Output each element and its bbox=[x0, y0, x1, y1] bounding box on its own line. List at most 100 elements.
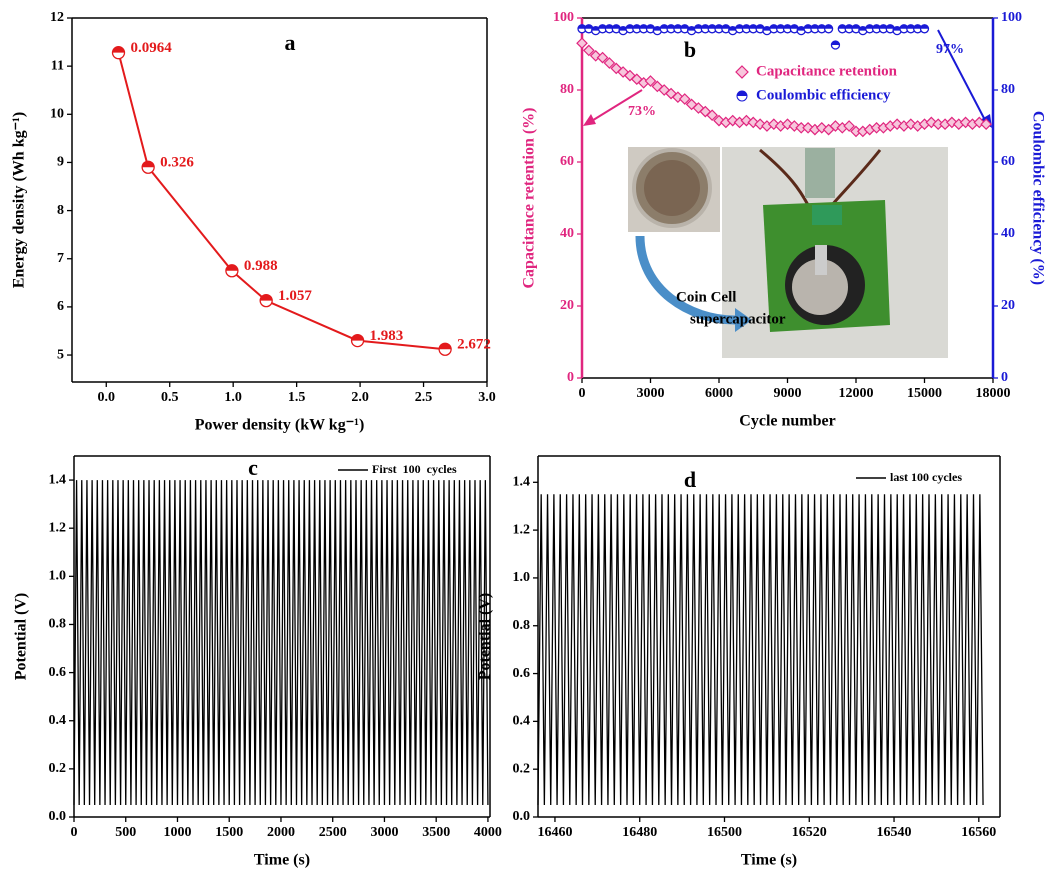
marker-fill bbox=[756, 24, 765, 29]
y-tick-label: 0.2 bbox=[49, 761, 67, 776]
y2-tick-label: 80 bbox=[1001, 82, 1015, 97]
panel-label: b bbox=[684, 37, 696, 62]
marker-fill bbox=[749, 24, 758, 29]
marker-fill bbox=[591, 26, 600, 31]
y-tick-label: 20 bbox=[560, 298, 574, 313]
marker bbox=[980, 118, 992, 131]
line bbox=[537, 494, 984, 806]
y-tick-label: 0.2 bbox=[513, 761, 531, 776]
annotation: 73% bbox=[628, 104, 656, 119]
y-tick-label: 5 bbox=[57, 347, 64, 362]
legend-label: Capacitance retention bbox=[756, 63, 898, 79]
coin-mesh bbox=[644, 160, 700, 216]
y-tick-label: 0.4 bbox=[49, 713, 67, 728]
marker-fill bbox=[886, 24, 895, 29]
marker-fill bbox=[893, 26, 902, 31]
line bbox=[117, 52, 446, 351]
marker-fill bbox=[790, 24, 799, 29]
marker-fill bbox=[920, 24, 929, 29]
y-tick-label: 0.8 bbox=[513, 618, 531, 633]
panel-label: d bbox=[684, 467, 696, 492]
y2-tick-label: 40 bbox=[1001, 226, 1015, 241]
y-tick-label: 0.8 bbox=[49, 617, 67, 632]
x-axis-label: Power density (kW kg⁻¹) bbox=[195, 417, 365, 434]
x-tick-label: 16560 bbox=[961, 825, 996, 840]
y-tick-label: 0.6 bbox=[49, 665, 67, 680]
y-tick-label: 1.0 bbox=[49, 569, 67, 584]
x-tick-label: 500 bbox=[115, 825, 136, 840]
marker-fill bbox=[728, 26, 737, 31]
inset-photo bbox=[628, 147, 948, 358]
y-tick-label: 11 bbox=[51, 58, 64, 73]
marker-fill bbox=[735, 24, 744, 29]
marker-fill bbox=[578, 24, 586, 29]
x-axis-label: Time (s) bbox=[254, 852, 310, 869]
marker bbox=[576, 37, 588, 50]
x-tick-label: 9000 bbox=[774, 386, 802, 401]
marker-fill bbox=[260, 294, 273, 301]
marker-fill bbox=[852, 24, 860, 29]
x-tick-label: 1.0 bbox=[224, 390, 242, 405]
marker-fill bbox=[838, 24, 847, 29]
y2-tick-label: 100 bbox=[1001, 10, 1022, 25]
y2-tick-label: 20 bbox=[1001, 298, 1015, 313]
y-tick-label: 8 bbox=[57, 203, 64, 218]
marker-fill bbox=[112, 46, 125, 53]
y-axis-label: Potential (V) bbox=[477, 593, 494, 681]
line bbox=[73, 480, 489, 805]
x-tick-label: 3500 bbox=[422, 825, 450, 840]
y-tick-label: 60 bbox=[560, 154, 574, 169]
clip bbox=[815, 245, 827, 275]
marker-fill bbox=[872, 24, 881, 29]
x-tick-label: 16480 bbox=[622, 825, 657, 840]
x-axis-label: Cycle number bbox=[739, 413, 835, 430]
marker-fill bbox=[225, 264, 238, 271]
coin-cell bbox=[792, 259, 848, 315]
marker-fill bbox=[598, 24, 607, 29]
marker-fill bbox=[776, 24, 785, 29]
wires bbox=[759, 148, 882, 206]
x-tick-label: 3000 bbox=[637, 386, 665, 401]
annotation-arrowhead bbox=[583, 114, 596, 126]
legend-label: last 100 cycles bbox=[890, 470, 962, 484]
marker-fill bbox=[906, 24, 915, 29]
y-axis-label: Energy density (Wh kg⁻¹) bbox=[11, 112, 28, 288]
x-tick-label: 0 bbox=[579, 386, 586, 401]
x-tick-label: 2.0 bbox=[351, 390, 369, 405]
y-tick-label: 0.6 bbox=[513, 666, 531, 681]
y-tick-label: 1.4 bbox=[513, 475, 531, 490]
marker bbox=[843, 120, 855, 132]
marker-fill bbox=[865, 24, 874, 29]
y-tick-label: 0.0 bbox=[513, 809, 531, 824]
marker-fill bbox=[721, 24, 730, 29]
x-tick-label: 3000 bbox=[370, 825, 398, 840]
marker-fill bbox=[913, 24, 922, 29]
inset-arrowhead bbox=[735, 308, 752, 332]
marker-fill bbox=[762, 26, 771, 31]
marker bbox=[678, 93, 691, 105]
y-tick-label: 100 bbox=[553, 10, 574, 25]
x-tick-label: 2000 bbox=[267, 825, 295, 840]
x-tick-label: 0.0 bbox=[98, 390, 116, 405]
y2-tick-label: 60 bbox=[1001, 154, 1015, 169]
marker-fill bbox=[879, 24, 888, 29]
x-tick-label: 3.0 bbox=[478, 390, 496, 405]
annotation: 97% bbox=[936, 42, 964, 57]
marker-fill bbox=[687, 26, 696, 31]
marker-fill bbox=[605, 24, 614, 29]
x-tick-label: 4000 bbox=[474, 825, 502, 840]
x-tick-label: 1000 bbox=[163, 825, 191, 840]
x-tick-label: 2.5 bbox=[415, 390, 433, 405]
point-label: 0.0964 bbox=[131, 40, 173, 56]
x-tick-label: 0.5 bbox=[161, 390, 179, 405]
legend-label: Coulombic efficiency bbox=[756, 87, 891, 103]
x-tick-label: 2500 bbox=[319, 825, 347, 840]
marker-fill bbox=[667, 24, 676, 29]
x-tick-label: 6000 bbox=[705, 386, 733, 401]
marker-fill bbox=[858, 26, 867, 31]
inset-label: supercapacitor bbox=[690, 311, 786, 327]
marker-fill bbox=[817, 24, 826, 29]
marker-fill bbox=[653, 26, 662, 31]
